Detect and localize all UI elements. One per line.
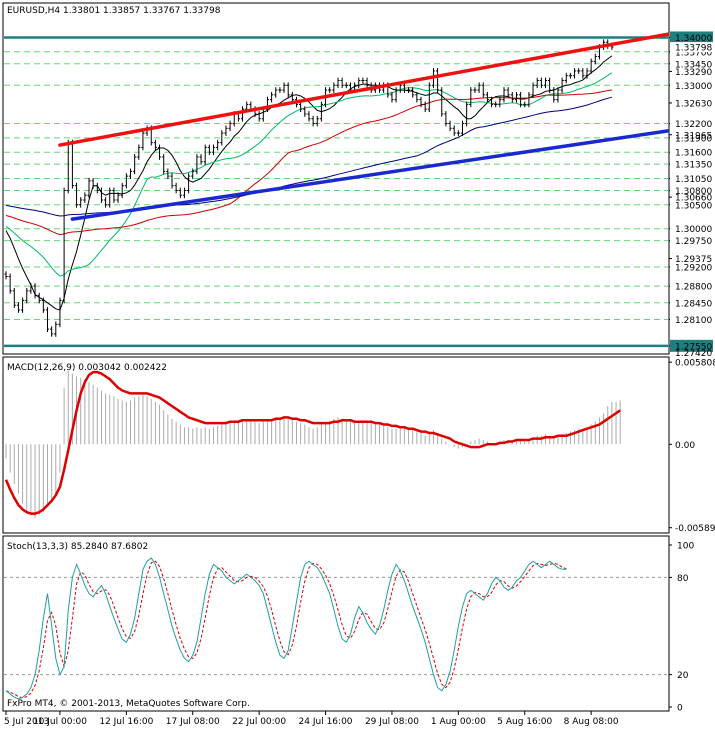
- price-level-label: 1.33700: [675, 48, 712, 58]
- price-level-label: 1.33450: [675, 60, 712, 70]
- price-level-label: 1.30500: [675, 201, 712, 211]
- price-level-badge: [670, 339, 713, 352]
- price-level-backdrop: [670, 158, 713, 171]
- moving-average-line: [5, 72, 613, 277]
- macd-tick-label: 0.005808: [675, 359, 715, 369]
- price-level-backdrop: [670, 198, 713, 211]
- price-tick-label: 1.32630: [675, 99, 712, 109]
- x-tick-label: 29 Jul 08:00: [365, 717, 419, 727]
- price-level-label: 1.34000: [675, 34, 712, 44]
- price-title: EURUSD,H4 1.33801 1.33857 1.33767 1.3379…: [7, 6, 221, 16]
- price-level-label: 1.27550: [675, 342, 712, 352]
- stoch-tick-label: 100: [677, 542, 694, 552]
- stoch-title: Stoch(13,3,3) 85.2840 87.6802: [7, 542, 148, 552]
- moving-average-line: [5, 89, 612, 236]
- price-level-backdrop: [670, 57, 713, 70]
- macd-tick-label: -0.00589: [675, 524, 715, 534]
- price-level-backdrop: [670, 260, 713, 273]
- x-tick-label: 10 Jul 00:00: [33, 717, 87, 727]
- trend-line: [58, 32, 670, 147]
- macd-signal-line: [4, 370, 621, 515]
- x-tick-label: 8 Aug 08:00: [564, 717, 619, 727]
- price-level-backdrop: [670, 146, 713, 159]
- stoch-main-line: [5, 557, 567, 700]
- macd-title: MACD(12,26,9) 0.003042 0.002422: [7, 363, 167, 373]
- stoch-tick-label: 20: [677, 671, 689, 681]
- price-level-backdrop: [670, 280, 713, 293]
- trend-line: [70, 129, 670, 221]
- current-price-label: 1.33798: [675, 44, 712, 54]
- price-level-label: 1.30800: [675, 187, 712, 197]
- x-tick-label: 5 Jul 2013: [4, 717, 49, 727]
- macd-tick-label: 0.00: [675, 441, 695, 451]
- price-tick-label: 1.29375: [675, 255, 712, 265]
- price-level-label: 1.31600: [675, 149, 712, 159]
- price-level-label: 1.31050: [675, 175, 712, 185]
- price-level-label: 1.28100: [675, 316, 712, 326]
- stoch-panel: [2, 535, 670, 712]
- footer-copyright: FxPro MT4, © 2001-2013, MetaQuotes Softw…: [7, 699, 250, 709]
- x-tick-label: 24 Jul 16:00: [299, 717, 353, 727]
- price-level-label: 1.32200: [675, 120, 712, 130]
- stoch-tick-label: 80: [677, 574, 689, 584]
- price-level-badge: [670, 31, 713, 44]
- price-level-label: 1.31900: [675, 134, 712, 144]
- price-level-backdrop: [670, 222, 713, 235]
- price-level-label: 1.29200: [675, 263, 712, 273]
- price-level-backdrop: [670, 313, 713, 326]
- price-level-label: 1.30000: [675, 225, 712, 235]
- price-level-backdrop: [670, 184, 713, 197]
- stoch-tick-label: 0: [677, 704, 683, 714]
- price-tick-label: 1.33290: [675, 68, 712, 78]
- x-tick-label: 5 Aug 16:00: [497, 717, 552, 727]
- price-bottom-label: 1.27420: [675, 349, 712, 359]
- current-price-badge: [670, 42, 713, 53]
- x-tick-label: 17 Jul 08:00: [166, 717, 220, 727]
- price-level-label: 1.28800: [675, 283, 712, 293]
- price-level-backdrop: [670, 117, 713, 130]
- x-tick-label: 22 Jul 00:00: [232, 717, 286, 727]
- price-level-backdrop: [670, 79, 713, 92]
- price-level-label: 1.29750: [675, 237, 712, 247]
- price-level-label: 1.31350: [675, 161, 712, 171]
- price-level-label: 1.33000: [675, 82, 712, 92]
- price-level-label: 1.28450: [675, 299, 712, 309]
- x-tick-label: 12 Jul 16:00: [99, 717, 153, 727]
- price-level-backdrop: [670, 131, 713, 144]
- price-level-backdrop: [670, 172, 713, 185]
- price-level-backdrop: [670, 296, 713, 309]
- price-tick-label: 1.30660: [675, 194, 712, 204]
- price-tick-label: 1.31965: [675, 131, 712, 141]
- x-tick-label: 1 Aug 00:00: [431, 717, 486, 727]
- macd-panel: [2, 356, 670, 534]
- price-level-backdrop: [670, 234, 713, 247]
